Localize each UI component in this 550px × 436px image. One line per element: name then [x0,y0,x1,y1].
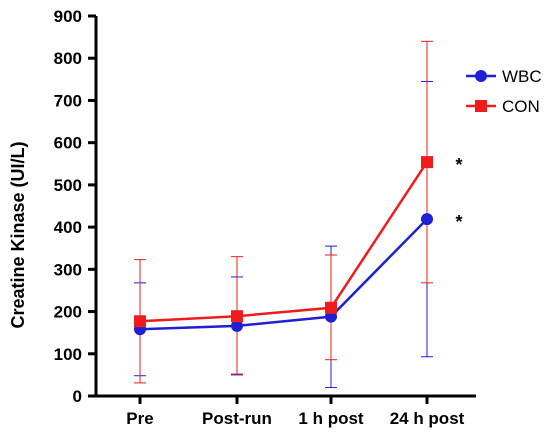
legend-marker [475,70,487,82]
data-point-wbc [421,213,433,226]
data-point-wbc [231,319,243,332]
annotations: ** [455,155,462,232]
error-bars [134,40,433,389]
data-point-con [134,315,146,328]
x-ticks: Pre Post-run 1 h post 24 h post [126,396,465,428]
series-lines [139,161,429,331]
y-tick-label: 400 [54,218,82,237]
legend-marker [475,100,487,112]
y-tick-label: 300 [54,260,82,279]
legend-item-con: CON [466,97,540,116]
series-line-con [139,161,429,323]
data-point-con [231,310,243,323]
significance-asterisk: * [455,212,462,232]
x-tick-label: Pre [126,409,153,428]
y-tick-label: 600 [54,134,82,153]
series-line-wbc [139,218,428,331]
y-tick-label: 800 [54,49,82,68]
data-point-con [421,156,433,169]
significance-asterisk: * [455,155,462,175]
y-axis-title: Creatine Kinase (UI/L) [8,141,28,328]
legend-label: CON [502,97,540,116]
legend-item-wbc: WBC [466,67,542,86]
y-tick-label: 500 [54,176,82,195]
legend: WBC CON [466,67,542,116]
x-tick-label: 24 h post [390,409,465,428]
y-tick-label: 100 [54,345,82,364]
y-tick-label: 700 [54,91,82,110]
y-tick-label: 200 [54,303,82,322]
y-tick-label: 0 [73,387,82,406]
axes [94,16,476,398]
y-ticks: 0 100 200 300 400 500 600 700 800 900 [54,7,96,406]
legend-label: WBC [502,67,542,86]
x-tick-label: 1 h post [298,409,364,428]
x-tick-label: Post-run [202,409,272,428]
series-markers [134,156,433,336]
y-tick-label: 900 [54,7,82,26]
data-point-con [325,301,337,314]
